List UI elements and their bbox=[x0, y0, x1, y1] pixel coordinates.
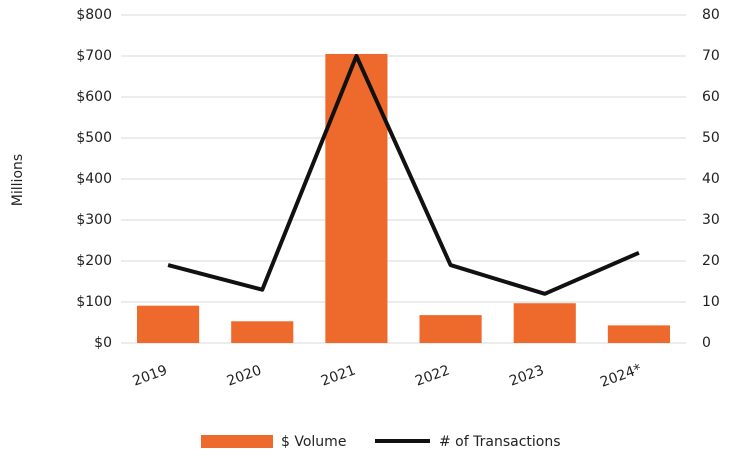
y-tick-label: $700 bbox=[76, 48, 112, 64]
y2-tick-label: 80 bbox=[702, 7, 720, 23]
y2-tick-label: 20 bbox=[702, 253, 720, 269]
legend-swatch bbox=[201, 435, 273, 448]
x-tick-label: 2024* bbox=[598, 361, 644, 391]
x-tick-label: 2023 bbox=[507, 362, 546, 389]
y-tick-label: $800 bbox=[76, 7, 112, 23]
y2-tick-label: 50 bbox=[702, 130, 720, 146]
y2-tick-label: 0 bbox=[702, 335, 711, 351]
y-tick-label: $500 bbox=[76, 130, 112, 146]
y-tick-label: $600 bbox=[76, 89, 112, 105]
y-tick-label: $300 bbox=[76, 212, 112, 228]
x-tick-label: 2021 bbox=[319, 362, 358, 389]
y2-tick-label: 60 bbox=[702, 89, 720, 105]
y-tick-label: $0 bbox=[94, 335, 112, 351]
bar bbox=[325, 53, 388, 343]
line bbox=[167, 54, 640, 296]
y2-tick-label: 70 bbox=[702, 48, 720, 64]
legend-label: # of Transactions bbox=[439, 434, 561, 450]
y2-tick-label: 10 bbox=[702, 294, 720, 310]
y2-tick-label: 40 bbox=[702, 171, 720, 187]
y-tick-label: $100 bbox=[76, 294, 112, 310]
y-tick-label: $400 bbox=[76, 171, 112, 187]
bar bbox=[513, 303, 576, 343]
bar bbox=[607, 325, 670, 343]
x-tick-label: 2019 bbox=[131, 362, 170, 389]
y-tick-label: $200 bbox=[76, 253, 112, 269]
x-tick-label: 2022 bbox=[413, 362, 452, 389]
legend-label: $ Volume bbox=[281, 434, 346, 450]
y2-tick-label: 30 bbox=[702, 212, 720, 228]
bar bbox=[231, 321, 294, 343]
bar bbox=[137, 305, 200, 343]
x-tick-label: 2020 bbox=[225, 362, 264, 389]
y-axis-label: Millions bbox=[10, 154, 26, 206]
bar bbox=[419, 315, 482, 343]
